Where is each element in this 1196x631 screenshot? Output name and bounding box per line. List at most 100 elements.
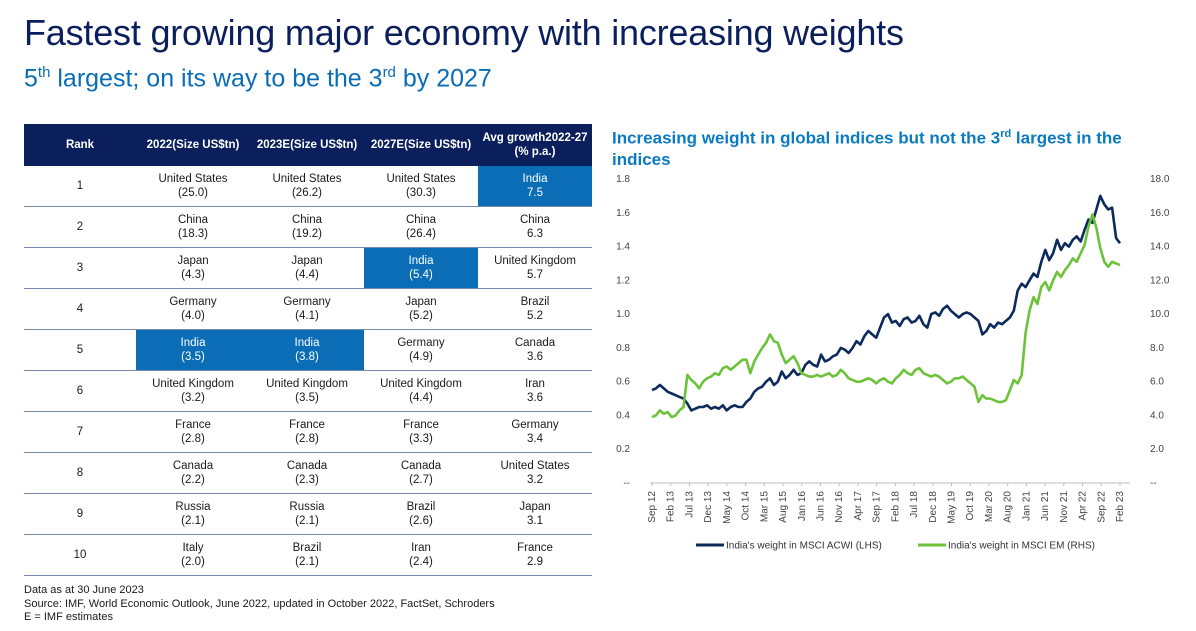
header-rank: Rank [24,124,136,166]
table-row: 9 Russia (2.1) Russia (2.1) Brazil (2.6) Japan 3… [24,493,592,535]
rank-cell: 1 [24,166,136,207]
country-name: Italy [182,542,204,554]
cell-growth: Iran 3.6 [478,370,592,412]
country-name: Russia [175,501,211,513]
country-name: Brazil [292,542,322,554]
cell-c2022: India (3.5) [136,329,250,371]
rank-cell: 6 [24,370,136,412]
x-tick-label: Oct 14 [741,491,752,521]
chart-title-text-2: largest in the indices [612,128,1122,169]
header-2023e: 2023E(Size US$tn) [250,124,364,166]
cell-c2023: Brazil (2.1) [250,534,364,576]
legend-label-acwi: India's weight in MSCI ACWI (LHS) [726,541,882,552]
table-header-row: Rank 2022(Size US$tn) 2023E(Size US$tn) … [24,124,592,166]
country-name: India [180,337,206,349]
country-name: Japan [405,296,437,308]
x-tick-label: Oct 19 [965,491,976,521]
y-right-tick-label: 8.0 [1150,343,1164,354]
cell-c2023: India (3.8) [250,329,364,371]
country-value: (3.8) [295,351,319,363]
rank-cell: 7 [24,411,136,453]
country-name: India [408,255,434,267]
country-name: United Kingdom [152,378,234,390]
country-value: (4.4) [295,269,319,281]
table-row: 10 Italy (2.0) Brazil (2.1) Iran (2.4) France 2.… [24,534,592,576]
country-value: 5.7 [527,269,543,281]
x-tick-label: Nov 21 [1059,491,1070,523]
table-row: 8 Canada (2.2) Canada (2.3) Canada (2.7) United… [24,452,592,494]
table-row: 1 United States (25.0) United States (26.2) U… [24,166,592,207]
cell-c2027: China (26.4) [364,206,478,248]
footnote-date: Data as at 30 June 2023 [24,584,144,596]
country-name: United States [272,173,342,185]
cell-c2027: Iran (2.4) [364,534,478,576]
country-name: Brazil [406,501,436,513]
cell-c2027: Germany (4.9) [364,329,478,371]
cell-c2027: Brazil (2.6) [364,493,478,535]
cell-c2023: Russia (2.1) [250,493,364,535]
country-name: United Kingdom [380,378,462,390]
cell-growth: United Kingdom 5.7 [478,247,592,289]
country-name: China [405,214,437,226]
country-value: (4.1) [295,310,319,322]
y-right-tick-label: 14.0 [1150,242,1170,253]
table-row: 3 Japan (4.3) Japan (4.4) India (5.4) United Ki… [24,247,592,289]
country-value: (26.4) [405,228,437,240]
country-value: (2.1) [295,515,319,527]
x-tick-label: Jan 16 [797,491,808,521]
country-value: (30.3) [405,187,437,199]
country-value: (2.7) [409,474,433,486]
x-tick-label: Jul 18 [909,491,920,518]
cell-c2027: France (3.3) [364,411,478,453]
cell-growth: Japan 3.1 [478,493,592,535]
country-name: France [289,419,325,431]
country-name: United States [158,173,228,185]
y-right-tick-label: 10.0 [1150,309,1170,320]
cell-c2027: United States (30.3) [364,166,478,207]
cell-c2022: United Kingdom (3.2) [136,370,250,412]
country-name: Germany [169,296,217,308]
country-name: Japan [177,255,209,267]
y-left-tick-label: 0.8 [616,343,630,354]
cell-c2027: United Kingdom (4.4) [364,370,478,412]
country-value: 5.2 [527,310,543,322]
x-tick-label: Aug 20 [1003,491,1014,523]
country-name: Iran [525,378,545,390]
y-right-tick-label: 6.0 [1150,377,1164,388]
country-name: France [517,542,553,554]
country-value: (5.2) [409,310,433,322]
y-right-tick-label: 12.0 [1150,275,1170,286]
series-line-acwi [651,194,1122,412]
table-row: 7 France (2.8) France (2.8) France (3.3) German… [24,411,592,453]
country-name: United States [386,173,456,185]
y-right-tick-label: 4.0 [1150,410,1164,421]
y-right-tick-label: 2.0 [1150,444,1164,455]
country-name: China [519,214,551,226]
x-tick-label: Mar 20 [984,491,995,523]
cell-c2022: Italy (2.0) [136,534,250,576]
y-left-tick-label: 0.6 [616,377,630,388]
country-name: United Kingdom [494,255,576,267]
cell-c2022: Japan (4.3) [136,247,250,289]
country-value: (3.5) [181,351,205,363]
y-left-tick-label: 0.2 [616,444,630,455]
country-name: Brazil [520,296,550,308]
y-left-tick-label: 1.0 [616,309,630,320]
rank-cell: 4 [24,288,136,330]
cell-growth: China 6.3 [478,206,592,248]
country-name: China [177,214,209,226]
country-value: (4.0) [181,310,205,322]
y-right-tick-label: 18.0 [1150,174,1170,185]
cell-c2022: France (2.8) [136,411,250,453]
cell-c2022: United States (25.0) [136,166,250,207]
x-tick-label: Dec 18 [928,491,939,523]
country-value: (2.3) [295,474,319,486]
country-value: (2.1) [295,556,319,568]
chart-title: Increasing weight in global indices but … [612,124,1182,170]
country-name: Japan [519,501,551,513]
cell-growth: Germany 3.4 [478,411,592,453]
x-tick-label: May 14 [722,491,733,524]
country-name: United Kingdom [266,378,348,390]
x-tick-label: Apr 17 [853,491,864,521]
country-name: Germany [397,337,445,349]
